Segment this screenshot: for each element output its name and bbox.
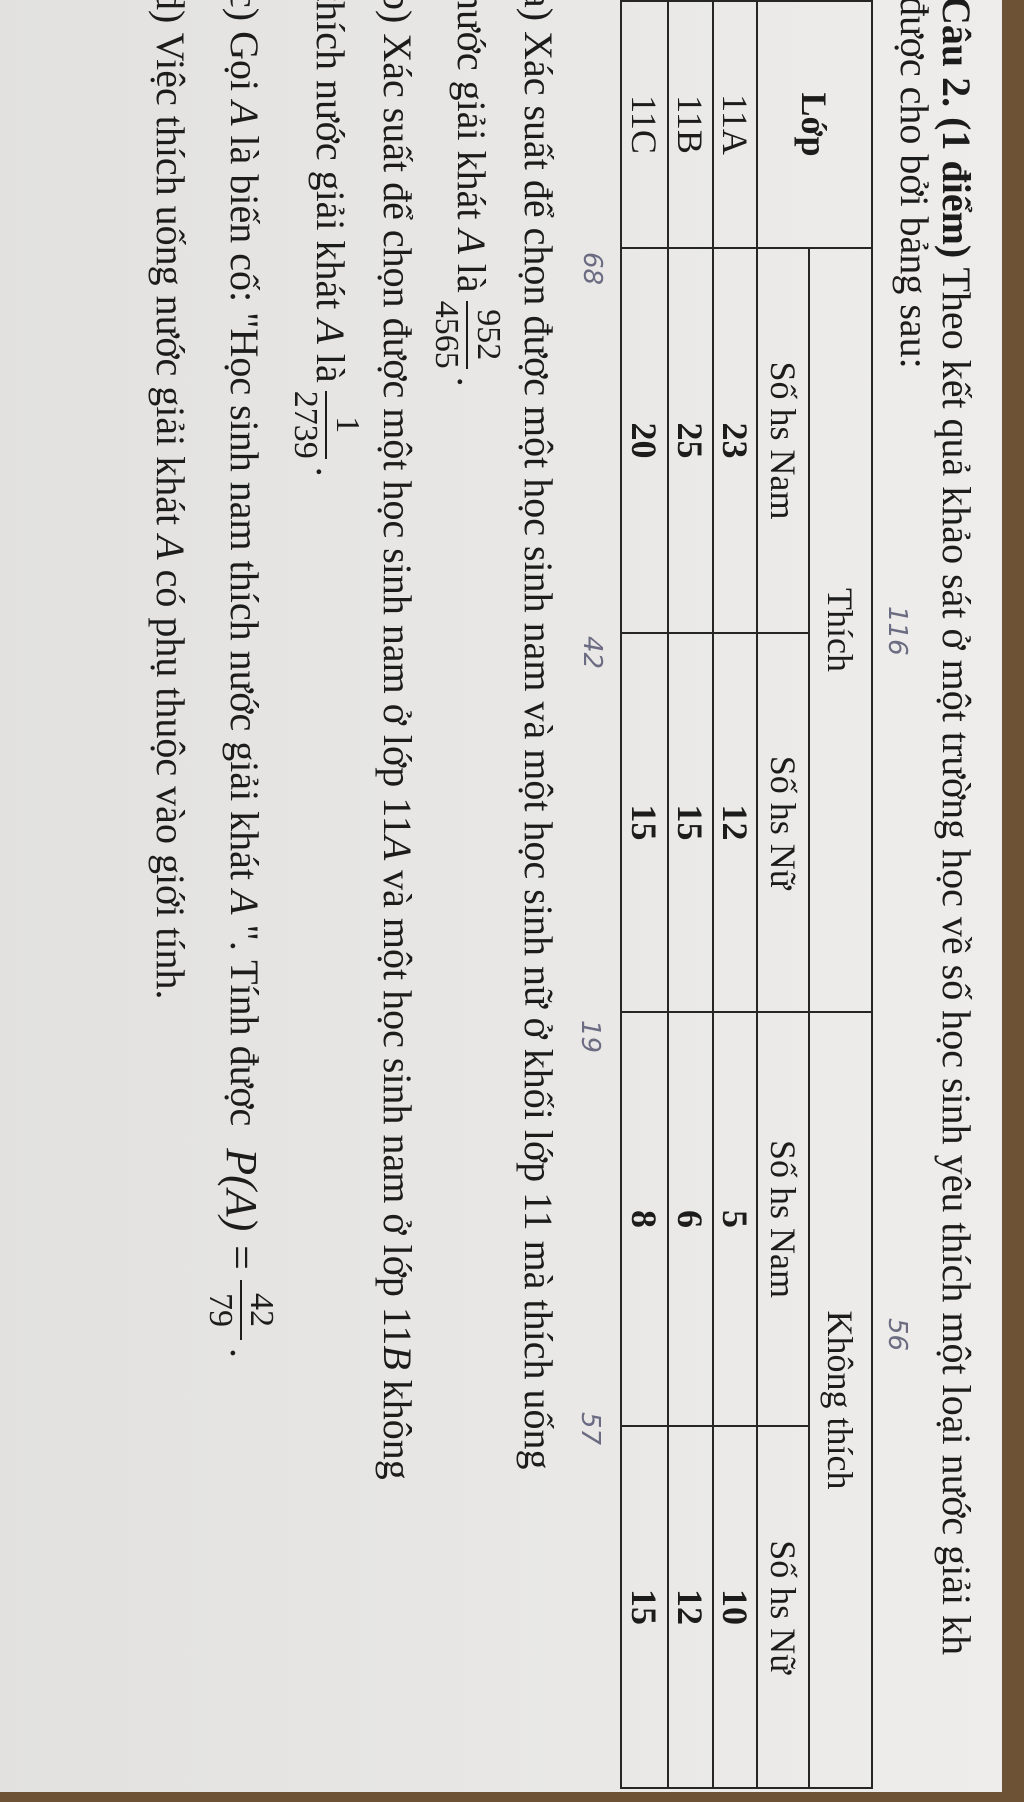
text: b) Xác suất để chọn được một học sinh na… bbox=[374, 0, 420, 836]
variable: A bbox=[449, 229, 495, 254]
fraction-c: 42 79 bbox=[201, 1279, 281, 1340]
denominator: 4565 bbox=[428, 300, 466, 369]
numerator: 42 bbox=[243, 1292, 281, 1327]
text: có phụ thuộc vào giới tính. bbox=[147, 559, 193, 1000]
variable: B bbox=[374, 1345, 420, 1370]
value-cell: 25 bbox=[668, 248, 713, 633]
part-a-line2: nước giải khát A là 952 4565. bbox=[428, 0, 507, 1480]
value-cell: 23 bbox=[713, 248, 757, 633]
probability-formula: P(A) = bbox=[216, 1148, 266, 1272]
variable: A bbox=[374, 835, 420, 861]
subheader: Số hs Nữ bbox=[757, 1426, 809, 1788]
handwritten-note: 68 bbox=[577, 252, 607, 286]
question-intro: Theo kết quả khảo sát ở một trường học v… bbox=[934, 267, 979, 1656]
variable: A bbox=[147, 535, 193, 560]
handwritten-note: 19 bbox=[575, 1020, 605, 1054]
handwritten-note: 56 bbox=[882, 1318, 912, 1352]
value-cell: 12 bbox=[668, 1426, 713, 1788]
numerator: 1 bbox=[328, 416, 366, 434]
survey-table: Lớp Thích Không thích Số hs Nam Số hs Nữ… bbox=[620, 0, 873, 1789]
value-cell: 5 bbox=[713, 1012, 757, 1426]
fraction-b: 1 2739 bbox=[286, 390, 366, 459]
handwritten-note: 42 bbox=[577, 636, 607, 670]
value-cell: 15 bbox=[621, 1426, 668, 1788]
value-cell: 20 bbox=[621, 248, 668, 633]
variable: A bbox=[307, 319, 353, 344]
class-cell: 11B bbox=[668, 1, 713, 248]
value-cell: 15 bbox=[668, 633, 713, 1012]
denominator: 79 bbox=[201, 1292, 239, 1327]
fraction-bar bbox=[466, 300, 469, 369]
value-cell: 10 bbox=[713, 1426, 757, 1788]
subheader: Số hs Nam bbox=[757, 1012, 809, 1426]
header-dislike: Không thích bbox=[809, 1012, 872, 1788]
table-row: 11C 20 15 8 15 bbox=[621, 1, 668, 1788]
period: . bbox=[222, 1347, 268, 1358]
denominator: 2739 bbox=[286, 390, 324, 459]
value-cell: 12 bbox=[713, 633, 757, 1012]
text: thích nước giải khát bbox=[307, 0, 353, 320]
fraction-bar bbox=[324, 390, 327, 459]
text: nước giải khát bbox=[449, 0, 495, 230]
text: là bbox=[307, 343, 353, 383]
variable: A bbox=[222, 890, 268, 915]
value-cell: 6 bbox=[668, 1012, 713, 1426]
text: là biến cố: "Học sinh nam thích nước giả… bbox=[222, 125, 268, 891]
fraction-bar bbox=[239, 1279, 242, 1340]
handwritten-note: 57 bbox=[575, 1412, 605, 1446]
part-c-line: c) Gọi A là biến cố: "Học sinh nam thích… bbox=[201, 0, 281, 1480]
part-a-line1: a) Xác suất để chọn được một học sinh na… bbox=[516, 0, 561, 1470]
handwritten-note: 116 bbox=[882, 606, 912, 656]
class-cell: 11A bbox=[713, 1, 757, 248]
text: d) Việc thích uống nước giải khát bbox=[147, 0, 193, 536]
text: c) Gọi bbox=[222, 0, 268, 102]
question-intro-line2: được cho bởi bảng sau: bbox=[892, 0, 937, 369]
value-cell: 15 bbox=[621, 633, 668, 1012]
question-parts: a) Xác suất để chọn được một học sinh na… bbox=[138, 0, 562, 1480]
table-row: 11A 23 12 5 10 bbox=[713, 1, 757, 1788]
header-like: Thích bbox=[809, 248, 872, 1012]
part-b-line2: thích nước giải khát A là 1 2739. bbox=[286, 0, 366, 1480]
part-b-line1: b) Xác suất để chọn được một học sinh na… bbox=[373, 0, 421, 1480]
value-cell: 8 bbox=[621, 1012, 668, 1426]
fraction-a: 952 4565 bbox=[428, 300, 507, 369]
text: ". Tính được bbox=[222, 914, 268, 1127]
question-number: Câu 2. (1 điểm) bbox=[934, 0, 979, 259]
subheader: Số hs Nam bbox=[757, 248, 809, 633]
period: . bbox=[449, 376, 495, 387]
header-class: Lớp bbox=[757, 1, 872, 248]
variable: A bbox=[222, 101, 268, 126]
table-row: 11B 25 15 6 12 bbox=[668, 1, 713, 1788]
question-title: Câu 2. (1 điểm) Theo kết quả khảo sát ở … bbox=[934, 0, 979, 1656]
text: và một học sinh nam ở lớp 11 bbox=[374, 860, 420, 1346]
text: không bbox=[374, 1369, 420, 1480]
text: là bbox=[449, 253, 495, 293]
class-cell: 11C bbox=[621, 1, 668, 248]
subheader: Số hs Nữ bbox=[757, 633, 809, 1012]
part-d-line: d) Việc thích uống nước giải khát A có p… bbox=[146, 0, 194, 1480]
numerator: 952 bbox=[470, 309, 507, 361]
period: . bbox=[307, 466, 353, 477]
